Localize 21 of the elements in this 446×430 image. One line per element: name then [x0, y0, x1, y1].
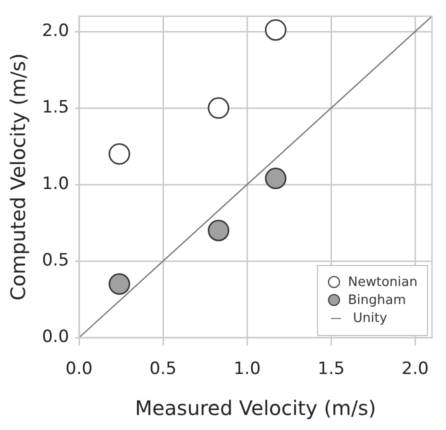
- legend-label: Unity: [353, 310, 388, 326]
- legend-label: Newtonian: [348, 274, 418, 290]
- point: [208, 97, 230, 119]
- x-axis-title: Measured Velocity (m/s): [134, 396, 376, 420]
- y-tick-label: 1.5: [42, 97, 70, 118]
- x-tick-label: 0.0: [66, 359, 93, 380]
- y-tick-label: 0.5: [42, 250, 70, 270]
- x-tick-label: 1.0: [234, 359, 261, 380]
- point: [264, 168, 286, 190]
- point: [108, 273, 130, 295]
- y-tick-label: 1.0: [42, 174, 70, 194]
- legend-label: Bingham: [348, 292, 406, 308]
- x-tick-label: 0.5: [150, 359, 177, 380]
- point: [264, 19, 286, 41]
- point: [208, 220, 230, 242]
- y-tick-label: 0.0: [42, 327, 70, 348]
- y-tick-label: 2.0: [42, 20, 70, 41]
- point: [108, 143, 130, 165]
- x-tick-label: 2.0: [402, 359, 429, 380]
- x-tick-label: 1.5: [318, 359, 345, 380]
- y-axis-title: Computed Velocity (m/s): [6, 53, 30, 301]
